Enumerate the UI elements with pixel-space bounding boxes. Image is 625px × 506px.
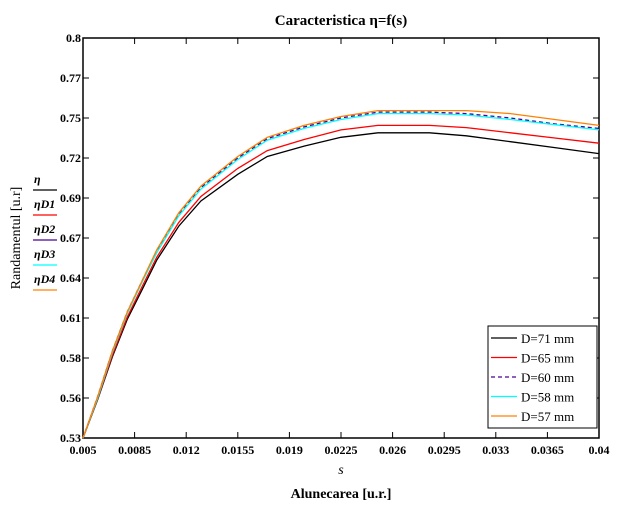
y-tick-label: 0.67 <box>60 231 81 245</box>
y-tick-label: 0.58 <box>60 351 81 365</box>
series-line-2 <box>82 124 600 439</box>
y-series-label: ηD4 <box>34 272 55 286</box>
x-tick-label: 0.0155 <box>221 443 254 457</box>
legend-entry: D=65 mm <box>521 351 574 366</box>
x-tick-label: 0.005 <box>70 443 97 457</box>
y-tick-label: 0.72 <box>60 151 81 165</box>
y-axis-label: Randamentul [u.r] <box>9 187 24 290</box>
legend-entry: D=60 mm <box>521 370 574 385</box>
x-tick-label: 0.04 <box>589 443 610 457</box>
y-series-label: η <box>34 172 41 186</box>
x-tick-label: 0.012 <box>173 443 200 457</box>
y-tick-label: 0.8 <box>66 31 81 45</box>
y-series-label: ηD1 <box>34 197 55 211</box>
y-tick-label: 0.64 <box>60 271 81 285</box>
y-axis-series-labels: η ηD1 ηD2 ηD3 ηD4 <box>33 172 57 291</box>
y-tick-label: 0.75 <box>60 111 81 125</box>
y-tick-label: 0.56 <box>60 391 81 405</box>
plot-area: 0.005 0.0085 0.012 0.0155 0.019 0.0225 0.026 0.… <box>60 31 610 457</box>
x-tick-label: 0.0365 <box>531 443 564 457</box>
x-tick-label: 0.0225 <box>325 443 358 457</box>
y-tick-label: 0.77 <box>60 71 81 85</box>
y-tick-label: 0.53 <box>60 431 81 445</box>
x-tick-label: 0.026 <box>379 443 406 457</box>
y-tick-label: 0.61 <box>60 311 81 325</box>
y-series-label: ηD2 <box>34 222 55 236</box>
x-tick-label: 0.033 <box>482 443 509 457</box>
chart-title: Caracteristica η=f(s) <box>275 13 407 29</box>
x-tick-label: 0.019 <box>276 443 303 457</box>
series-line-5 <box>82 109 600 439</box>
x-axis-symbol: s <box>338 463 344 478</box>
x-tick-label: 0.0295 <box>428 443 461 457</box>
legend: D=71 mm D=65 mm D=60 mm D=58 mm D=57 mm <box>487 325 598 429</box>
legend-entry: D=58 mm <box>521 390 574 405</box>
y-tick-label: 0.69 <box>60 191 81 205</box>
legend-entry: D=71 mm <box>521 331 574 346</box>
x-tick-label: 0.0085 <box>118 443 151 457</box>
y-series-label: ηD3 <box>34 247 55 261</box>
series-line-1 <box>82 132 600 439</box>
legend-entry: D=57 mm <box>521 409 574 424</box>
x-axis-label: Alunecarea [u.r.] <box>291 487 392 502</box>
